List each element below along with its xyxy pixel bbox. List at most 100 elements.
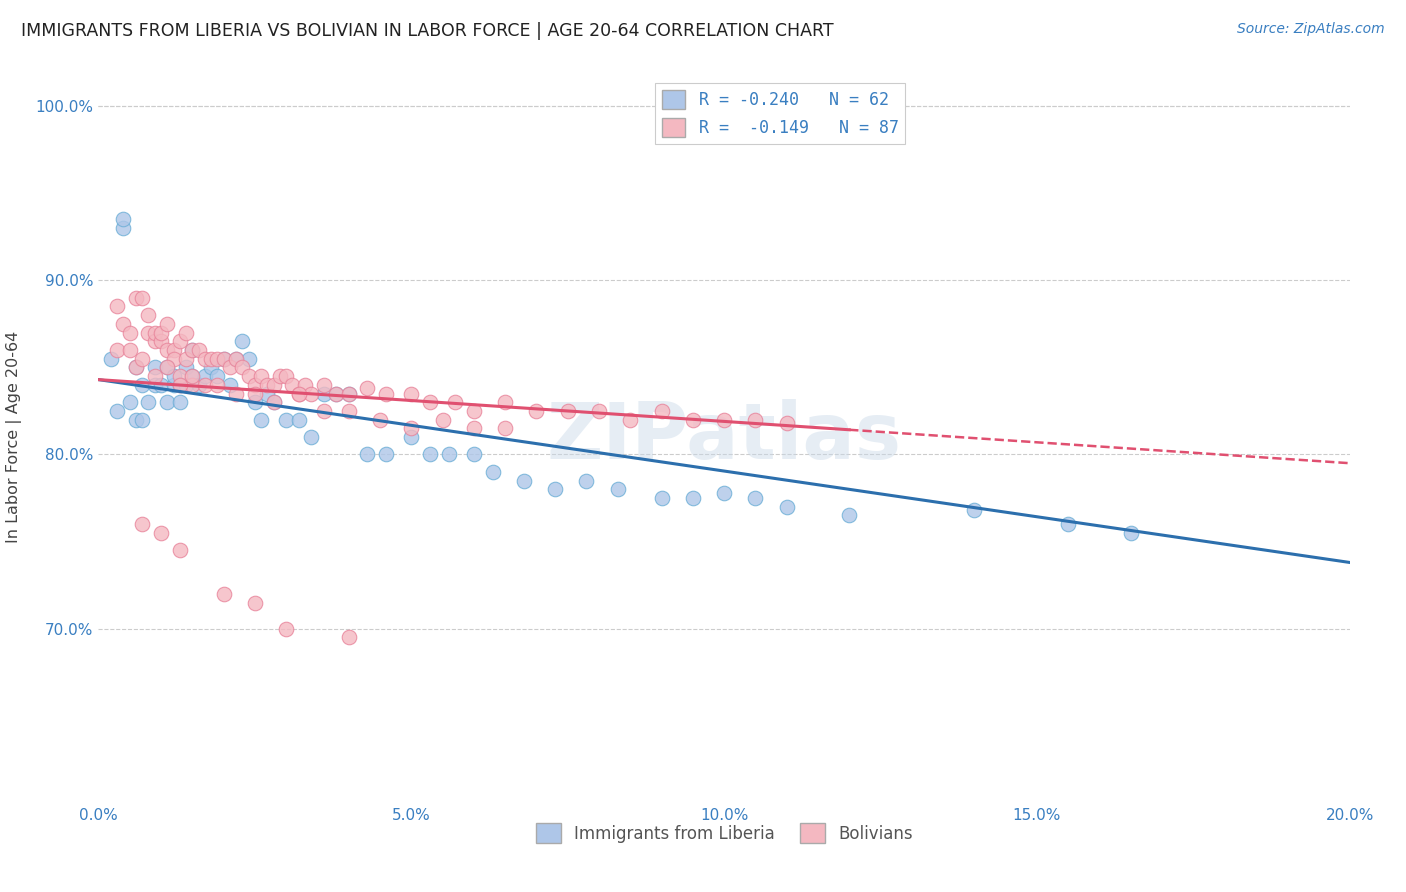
Point	[682, 491, 704, 505]
Point	[225, 351, 247, 366]
Point	[513, 474, 536, 488]
Point	[112, 221, 135, 235]
Point	[194, 377, 217, 392]
Point	[138, 326, 160, 340]
Point	[112, 212, 135, 227]
Point	[606, 483, 628, 497]
Point	[207, 377, 229, 392]
Point	[156, 343, 179, 357]
Point	[150, 525, 173, 540]
Point	[337, 386, 360, 401]
Point	[299, 430, 322, 444]
Point	[150, 326, 173, 340]
Point	[138, 308, 160, 322]
Point	[125, 360, 148, 375]
Point	[243, 386, 266, 401]
Point	[162, 343, 184, 357]
Point	[274, 412, 298, 426]
Point	[419, 395, 441, 409]
Point	[143, 377, 166, 392]
Point	[432, 412, 454, 426]
Point	[169, 377, 191, 392]
Point	[156, 395, 179, 409]
Point	[713, 412, 735, 426]
Point	[231, 334, 253, 349]
Point	[231, 360, 253, 375]
Point	[963, 503, 986, 517]
Point	[744, 491, 766, 505]
Point	[131, 517, 153, 532]
Point	[181, 343, 204, 357]
Point	[105, 404, 128, 418]
Point	[250, 412, 273, 426]
Point	[243, 395, 266, 409]
Point	[131, 412, 153, 426]
Y-axis label: In Labor Force | Age 20-64: In Labor Force | Age 20-64	[6, 331, 21, 543]
Point	[287, 386, 309, 401]
Point	[619, 412, 641, 426]
Point	[218, 377, 240, 392]
Point	[200, 360, 222, 375]
Point	[263, 395, 285, 409]
Point	[174, 377, 197, 392]
Point	[118, 395, 141, 409]
Point	[218, 360, 240, 375]
Point	[263, 377, 285, 392]
Point	[269, 369, 291, 384]
Point	[356, 381, 378, 395]
Point	[118, 343, 141, 357]
Point	[112, 317, 135, 331]
Point	[169, 543, 191, 558]
Point	[131, 377, 153, 392]
Point	[1119, 525, 1142, 540]
Point	[250, 369, 273, 384]
Point	[162, 351, 184, 366]
Point	[544, 483, 567, 497]
Point	[156, 317, 179, 331]
Point	[463, 448, 485, 462]
Point	[337, 631, 360, 645]
Point	[131, 351, 153, 366]
Point	[419, 448, 441, 462]
Point	[1057, 517, 1080, 532]
Point	[187, 343, 209, 357]
Point	[375, 448, 398, 462]
Point	[575, 474, 598, 488]
Point	[238, 351, 260, 366]
Point	[287, 386, 309, 401]
Point	[207, 369, 229, 384]
Point	[682, 412, 704, 426]
Point	[401, 386, 423, 401]
Point	[287, 412, 309, 426]
Text: IMMIGRANTS FROM LIBERIA VS BOLIVIAN IN LABOR FORCE | AGE 20-64 CORRELATION CHART: IMMIGRANTS FROM LIBERIA VS BOLIVIAN IN L…	[21, 22, 834, 40]
Point	[212, 587, 235, 601]
Point	[263, 395, 285, 409]
Point	[125, 291, 148, 305]
Point	[337, 404, 360, 418]
Point	[181, 377, 204, 392]
Point	[143, 326, 166, 340]
Point	[169, 369, 191, 384]
Point	[169, 334, 191, 349]
Point	[225, 351, 247, 366]
Point	[838, 508, 860, 523]
Point	[207, 351, 229, 366]
Point	[238, 369, 260, 384]
Point	[212, 351, 235, 366]
Text: ZIPatlas: ZIPatlas	[547, 399, 901, 475]
Point	[337, 386, 360, 401]
Point	[143, 334, 166, 349]
Point	[143, 369, 166, 384]
Point	[274, 369, 298, 384]
Point	[274, 622, 298, 636]
Point	[776, 500, 799, 514]
Point	[650, 491, 672, 505]
Text: Source: ZipAtlas.com: Source: ZipAtlas.com	[1237, 22, 1385, 37]
Legend: Immigrants from Liberia, Bolivians: Immigrants from Liberia, Bolivians	[529, 817, 920, 849]
Point	[125, 412, 148, 426]
Point	[312, 386, 335, 401]
Point	[150, 377, 173, 392]
Point	[225, 386, 247, 401]
Point	[588, 404, 610, 418]
Point	[162, 369, 184, 384]
